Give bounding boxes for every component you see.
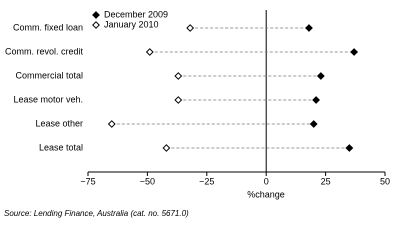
x-tick-label: −25 (199, 176, 214, 186)
y-category-label: Comm. revol. credit (5, 46, 84, 56)
dot-marker (309, 120, 318, 128)
dot-marker (174, 72, 183, 80)
legend-marker (92, 21, 100, 29)
source-note: Source: Lending Finance, Australia (cat.… (4, 209, 189, 218)
dot-marker (305, 24, 313, 32)
y-category-label: Comm. fixed loan (13, 22, 83, 32)
dot-marker (107, 120, 116, 128)
legend-marker (92, 11, 100, 19)
y-category-label: Lease other (35, 118, 83, 128)
y-category-label: Commercial total (15, 70, 83, 80)
chart: Source: Lending Finance, Australia (cat.… (4, 9, 390, 218)
dot-marker (312, 96, 321, 104)
x-tick-label: 25 (321, 176, 331, 186)
legend-label: December 2009 (104, 9, 168, 19)
dot-marker (316, 72, 325, 80)
dot-marker (350, 48, 359, 56)
legend-label: January 2010 (104, 19, 159, 29)
page: {"chart_data": {"type": "dot", "categori… (4, 9, 391, 219)
x-tick-label: 0 (264, 176, 269, 186)
x-tick-label: 50 (380, 176, 390, 186)
y-category-label: Lease motor veh. (13, 94, 83, 104)
dot-marker (145, 48, 154, 56)
x-tick-label: −75 (80, 176, 95, 186)
y-category-label: Lease total (39, 142, 83, 152)
dot-marker (162, 144, 171, 152)
x-axis-label: %change (247, 189, 285, 199)
dot-marker (345, 144, 354, 152)
dot-marker (186, 24, 195, 32)
dot-marker (174, 96, 183, 104)
x-tick-label: −50 (140, 176, 155, 186)
